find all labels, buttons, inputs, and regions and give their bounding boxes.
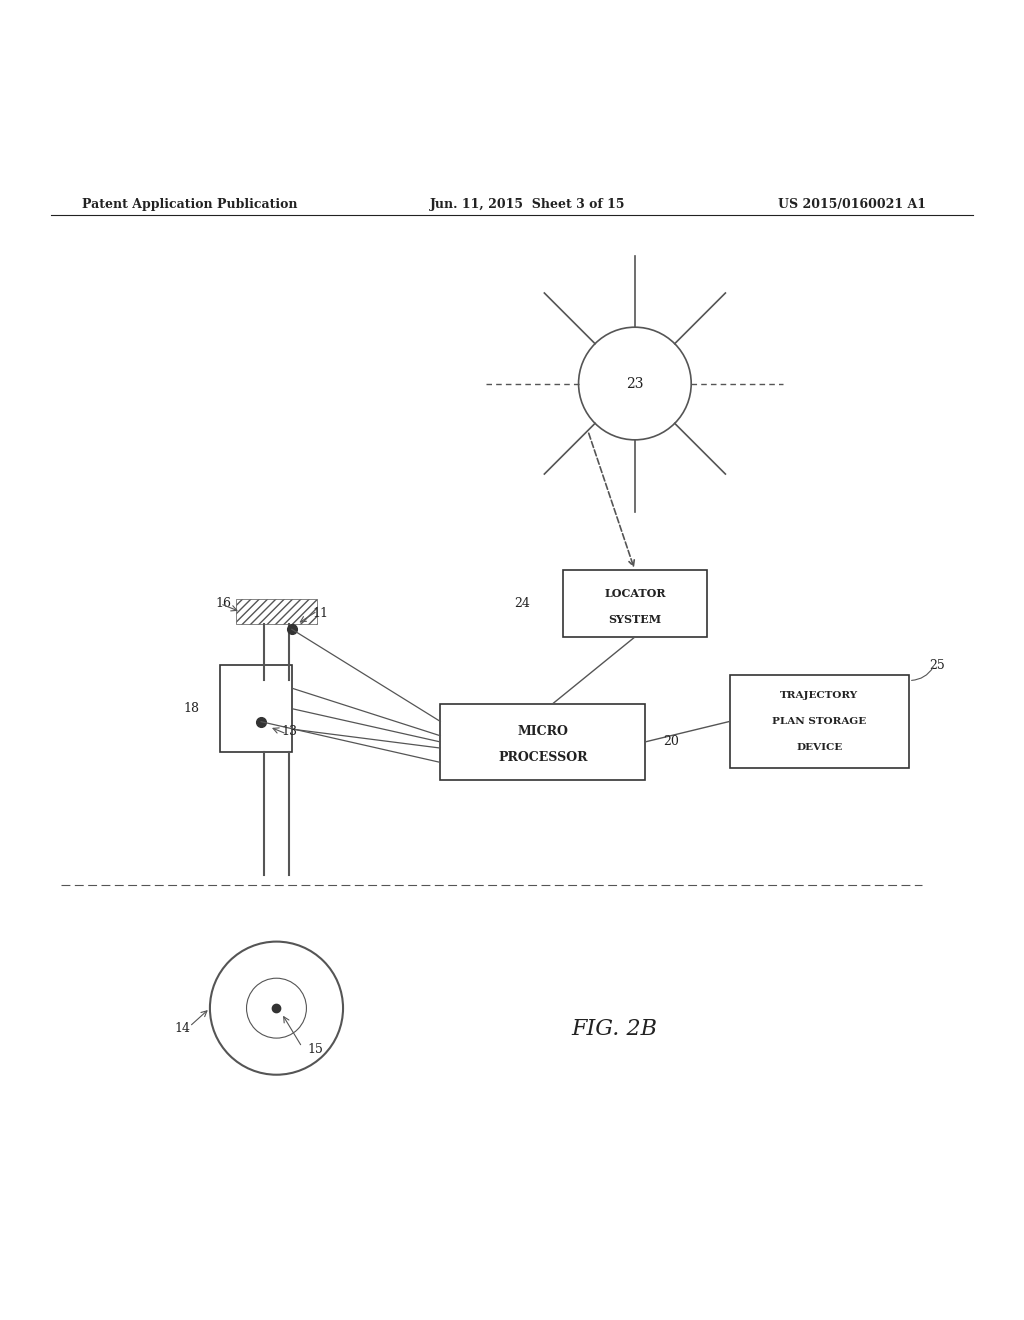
FancyBboxPatch shape <box>220 665 292 752</box>
Text: DEVICE: DEVICE <box>796 743 843 751</box>
FancyBboxPatch shape <box>440 704 645 780</box>
Text: 16: 16 <box>215 597 231 610</box>
Text: TRAJECTORY: TRAJECTORY <box>780 692 858 701</box>
Text: LOCATOR: LOCATOR <box>604 587 666 599</box>
Text: Patent Application Publication: Patent Application Publication <box>82 198 297 211</box>
Text: US 2015/0160021 A1: US 2015/0160021 A1 <box>778 198 927 211</box>
Text: 11: 11 <box>312 607 329 620</box>
Text: 24: 24 <box>514 597 530 610</box>
Text: 18: 18 <box>183 702 200 715</box>
Text: SYSTEM: SYSTEM <box>608 614 662 624</box>
Text: PROCESSOR: PROCESSOR <box>498 751 588 764</box>
Text: Jun. 11, 2015  Sheet 3 of 15: Jun. 11, 2015 Sheet 3 of 15 <box>430 198 626 211</box>
Bar <box>236 598 317 624</box>
Text: 13: 13 <box>282 726 298 738</box>
Text: 14: 14 <box>174 1022 190 1035</box>
Text: MICRO: MICRO <box>517 725 568 738</box>
Text: PLAN STORAGE: PLAN STORAGE <box>772 717 866 726</box>
FancyBboxPatch shape <box>729 676 909 767</box>
Text: 23: 23 <box>626 376 644 391</box>
FancyBboxPatch shape <box>563 570 707 638</box>
Text: 15: 15 <box>307 1043 324 1056</box>
Text: 20: 20 <box>663 735 679 748</box>
Text: FIG. 2B: FIG. 2B <box>571 1018 657 1040</box>
Text: 25: 25 <box>930 659 945 672</box>
